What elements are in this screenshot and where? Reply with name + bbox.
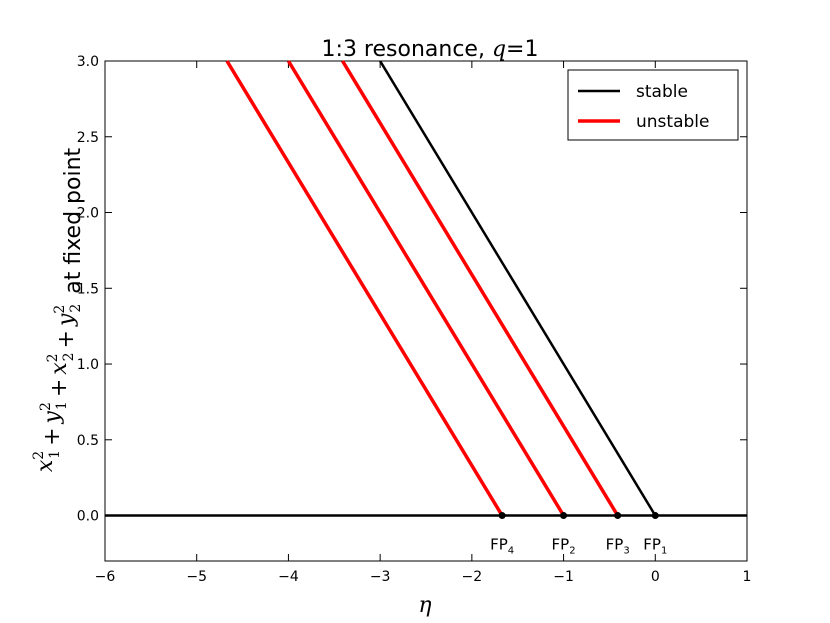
y-tick-label: 1.0 bbox=[77, 357, 99, 373]
x-tick-label: −5 bbox=[186, 569, 207, 585]
fixed-point-label: FP4 bbox=[490, 536, 514, 557]
x-tick-label: 0 bbox=[651, 569, 660, 585]
legend-label: unstable bbox=[636, 112, 709, 132]
series-line-stable bbox=[379, 60, 657, 517]
fixed-point-label: FP3 bbox=[606, 536, 630, 557]
x-tick-label: −6 bbox=[95, 569, 116, 585]
fixed-points-layer: FP4 FP2 FP3 FP1 bbox=[490, 512, 667, 557]
y-tick-label: 2.5 bbox=[77, 130, 99, 146]
series-line-unstable bbox=[341, 60, 620, 517]
x-tick-label: −1 bbox=[553, 569, 574, 585]
y-tick-label: 2.0 bbox=[77, 206, 99, 222]
chart-title: 1:3 resonance, q=1 bbox=[322, 37, 539, 62]
axis-ticks: −6 −5 −4 −3 −2 −1 0 1 0.0 0.5 1.0 1.5 2.0 2.5 3.0 bbox=[77, 54, 752, 585]
y-tick-label: 0.0 bbox=[77, 509, 99, 525]
x-axis-label: η bbox=[418, 593, 431, 618]
fixed-point-marker bbox=[614, 512, 622, 520]
series-layer bbox=[105, 60, 747, 517]
fixed-point-marker bbox=[498, 512, 506, 520]
y-tick-label: 0.5 bbox=[77, 433, 99, 449]
y-tick-label: 1.5 bbox=[77, 281, 99, 297]
x-tick-label: −3 bbox=[370, 569, 391, 585]
plot-area bbox=[104, 60, 748, 562]
series-line-unstable bbox=[225, 60, 504, 517]
fixed-point-marker bbox=[651, 512, 659, 520]
legend-label: stable bbox=[636, 82, 688, 102]
y-tick-label: 3.0 bbox=[77, 54, 99, 70]
fixed-point-marker bbox=[560, 512, 568, 520]
legend-box bbox=[567, 69, 739, 141]
x-tick-label: −2 bbox=[462, 569, 483, 585]
fixed-point-label: FP2 bbox=[552, 536, 576, 557]
legend: stable unstable bbox=[567, 69, 739, 141]
x-tick-label: 1 bbox=[743, 569, 752, 585]
y-axis-label: x21+y21+x22+y22at fixed point bbox=[31, 147, 86, 472]
series-line-unstable bbox=[286, 60, 566, 517]
x-tick-label: −4 bbox=[278, 569, 299, 585]
fixed-point-label: FP1 bbox=[643, 536, 667, 557]
